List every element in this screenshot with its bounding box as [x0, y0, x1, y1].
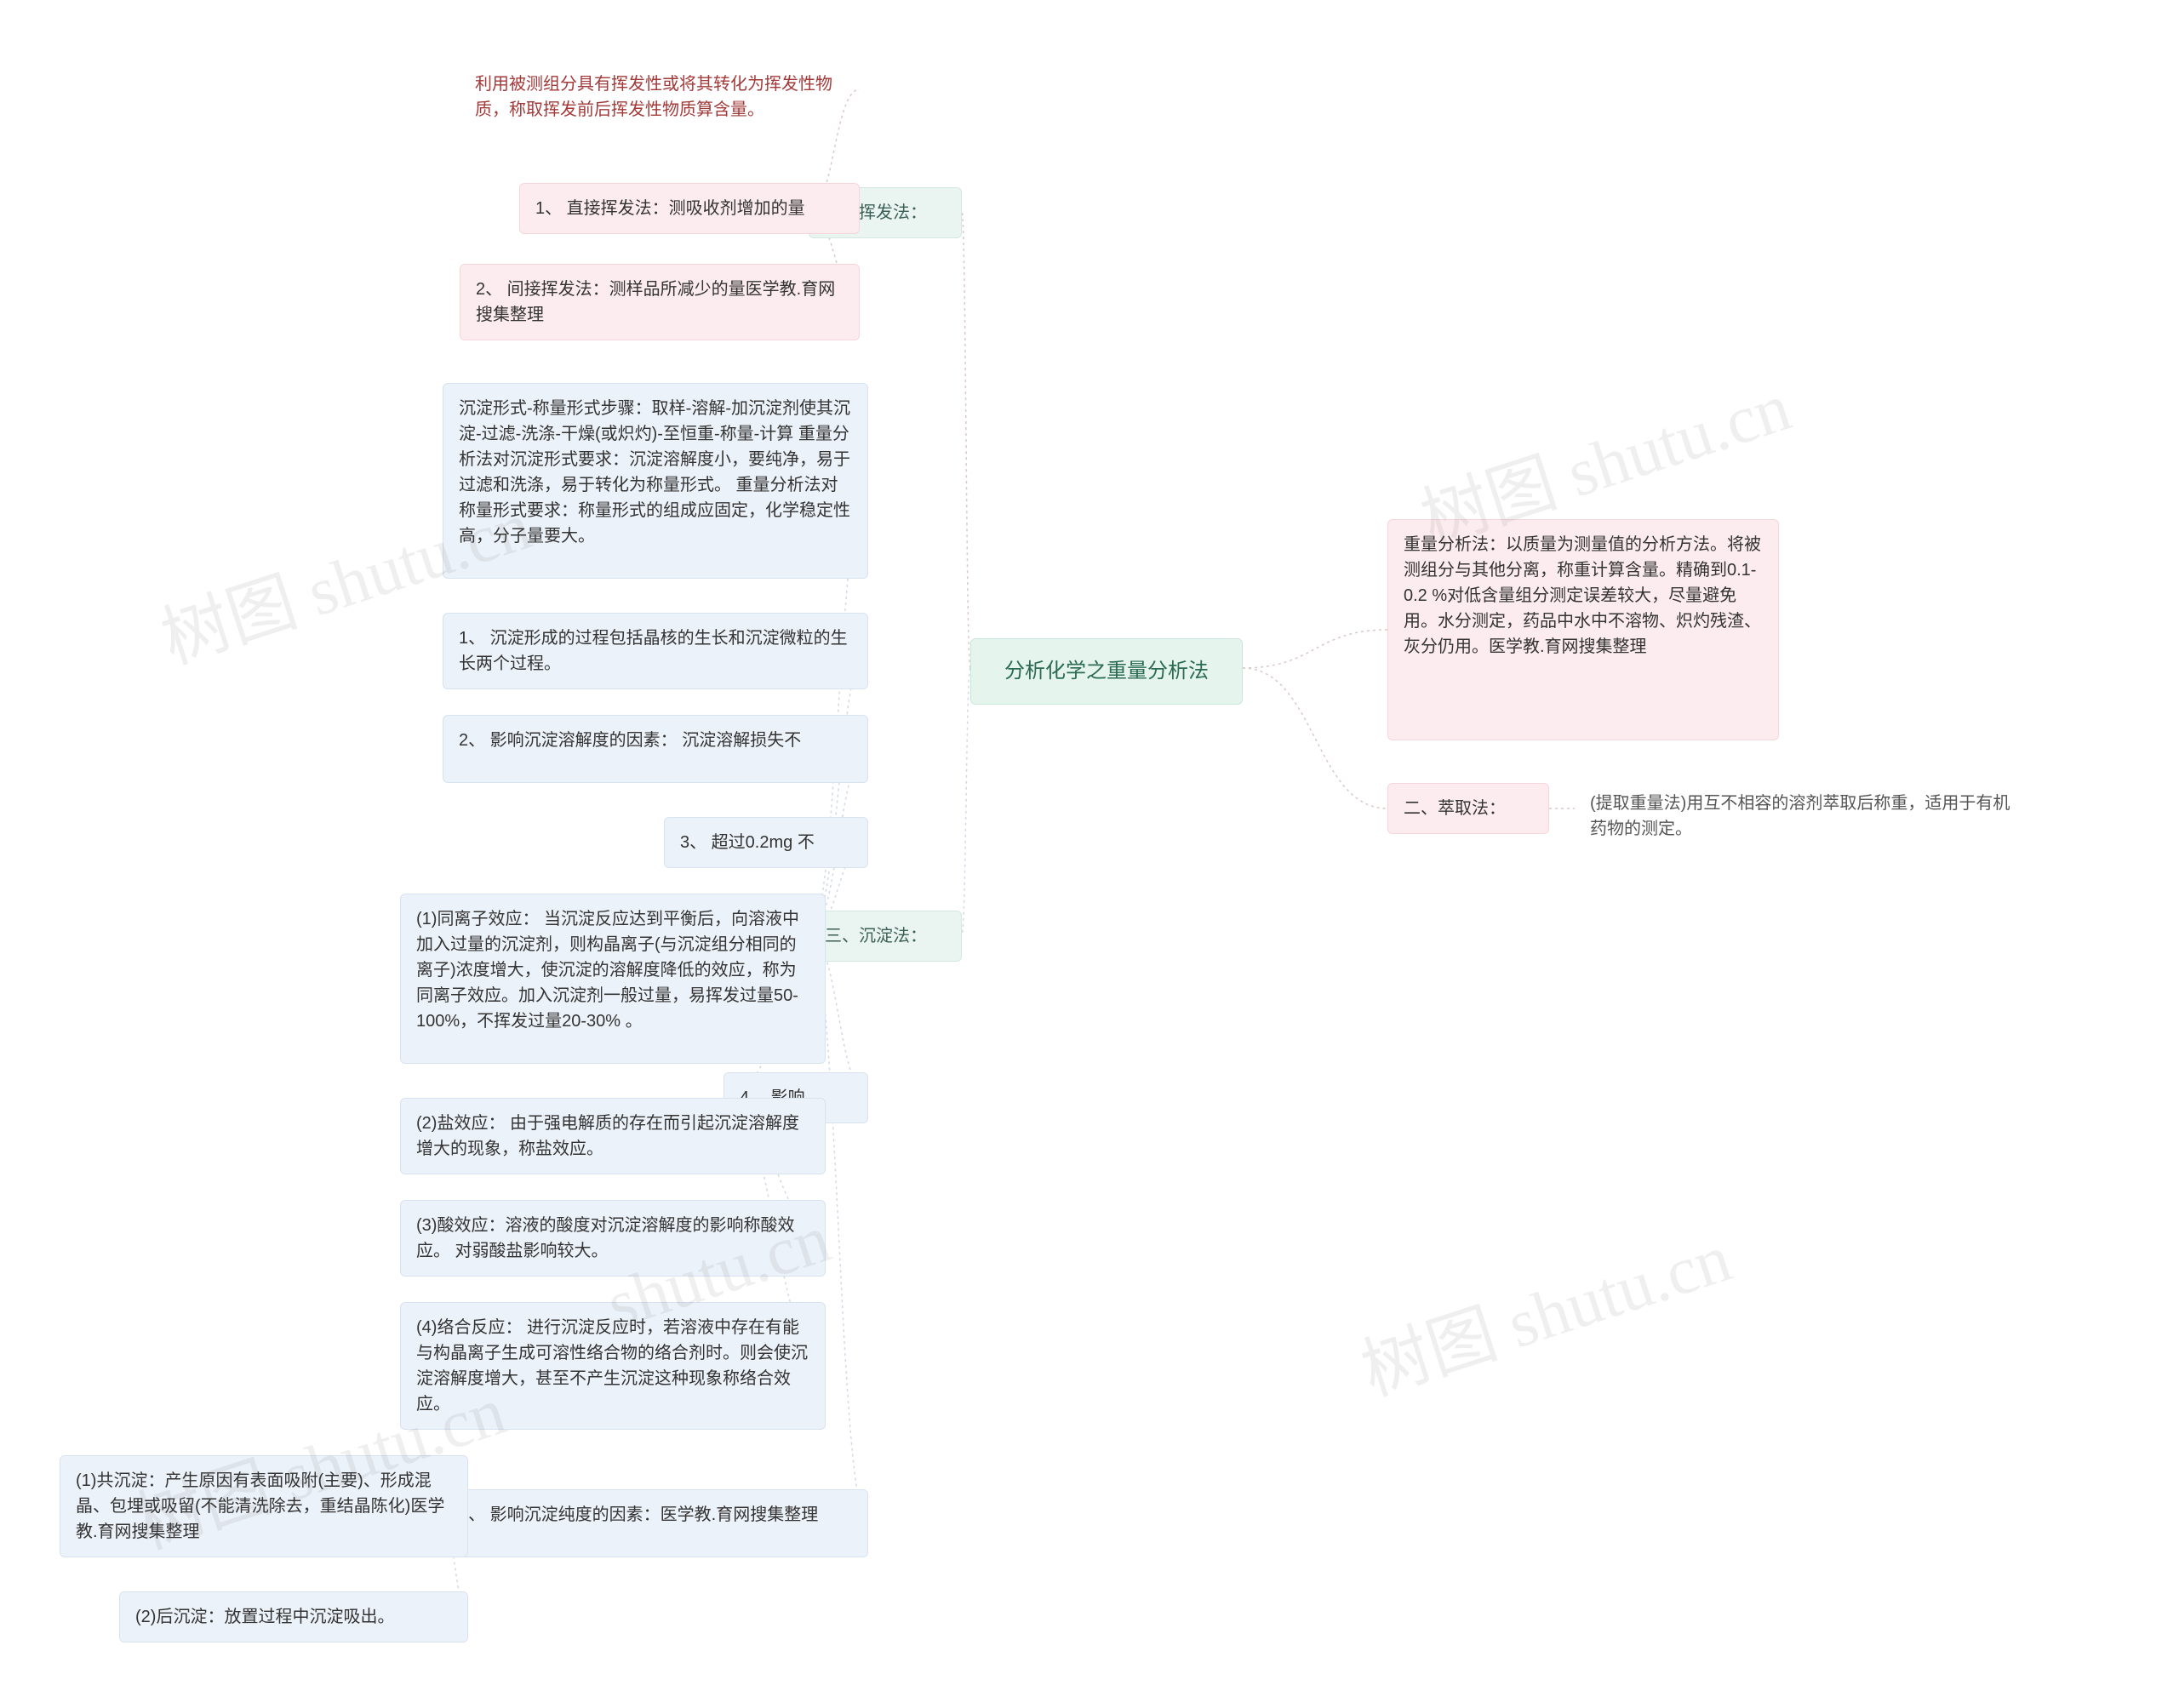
extraction-label: 二、萃取法： [1404, 799, 1506, 818]
volatilization-intro-text: 利用被测组分具有挥发性或将其转化为挥发性物质，称取挥发前后挥发性物质算含量。 [475, 75, 832, 119]
precipitation-child-2: 2、 影响沉淀溶解度的因素： 沉淀溶解损失不 [443, 715, 868, 783]
volatilization-child-0: 1、 直接挥发法：测吸收剂增加的量 [519, 183, 860, 234]
extraction-desc: (提取重量法)用互不相容的溶剂萃取后称重，适用于有机药物的测定。 [1575, 779, 2034, 854]
precipitation-child-5-sub-0: (1)共沉淀：产生原因有表面吸附(主要)、形成混晶、包埋或吸留(不能清洗除去，重… [60, 1455, 468, 1557]
watermark-4: 树图 shutu.cn [1347, 1202, 1741, 1414]
extraction-desc-text: (提取重量法)用互不相容的溶剂萃取后称重，适用于有机药物的测定。 [1590, 794, 2010, 838]
extraction-node: 二、萃取法： [1387, 783, 1549, 834]
center-node: 分析化学之重量分析法 [970, 638, 1243, 705]
precipitation-child-5-sub-1: (2)后沉淀：放置过程中沉淀吸出。 [119, 1591, 468, 1642]
volatilization-intro: 利用被测组分具有挥发性或将其转化为挥发性物质，称取挥发前后挥发性物质算含量。 [460, 60, 860, 134]
precipitation-child-4-sub-0: (1)同离子效应： 当沉淀反应达到平衡后，向溶液中加入过量的沉淀剂，则构晶离子(… [400, 894, 826, 1064]
precipitation-child-0: 沉淀形式-称量形式步骤：取样-溶解-加沉淀剂使其沉淀-过滤-洗涤-干燥(或炽灼)… [443, 383, 868, 579]
volatilization-child-1: 2、 间接挥发法：测样品所减少的量医学教.育网搜集整理 [460, 264, 860, 340]
connector-layer [0, 0, 2179, 1708]
precipitation-child-5: 5、 影响沉淀纯度的因素：医学教.育网搜集整理 [443, 1489, 868, 1557]
definition-text: 重量分析法：以质量为测量值的分析方法。将被测组分与其他分离，称重计算含量。精确到… [1404, 535, 1761, 656]
precipitation-child-4-sub-3: (4)络合反应： 进行沉淀反应时，若溶液中存在有能与构晶离子生成可溶性络合物的络… [400, 1302, 826, 1430]
precipitation-node: 三、沉淀法： [809, 911, 962, 962]
definition-node: 重量分析法：以质量为测量值的分析方法。将被测组分与其他分离，称重计算含量。精确到… [1387, 519, 1779, 740]
precipitation-label: 三、沉淀法： [825, 927, 927, 945]
center-node-text: 分析化学之重量分析法 [1004, 660, 1209, 683]
precipitation-child-3: 3、 超过0.2mg 不 [664, 817, 868, 868]
precipitation-child-1: 1、 沉淀形成的过程包括晶核的生长和沉淀微粒的生长两个过程。 [443, 613, 868, 689]
precipitation-child-4-sub-1: (2)盐效应： 由于强电解质的存在而引起沉淀溶解度增大的现象，称盐效应。 [400, 1098, 826, 1174]
precipitation-child-4-sub-2: (3)酸效应：溶液的酸度对沉淀溶解度的影响称酸效应。 对弱酸盐影响较大。 [400, 1200, 826, 1277]
